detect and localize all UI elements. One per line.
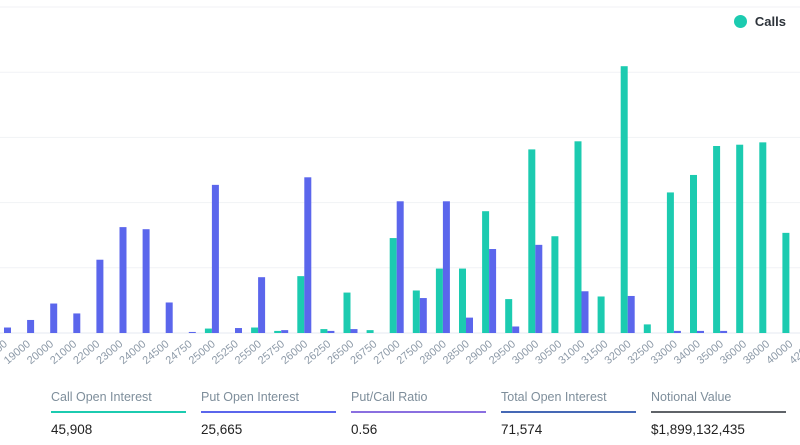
bar-puts-34000[interactable] xyxy=(697,330,704,333)
bar-calls-26000[interactable] xyxy=(297,276,305,333)
stat-underline xyxy=(651,411,786,413)
stat-underline xyxy=(501,411,636,413)
stat-put-open-interest: Put Open Interest 25,665 xyxy=(201,388,336,437)
stat-value: 71,574 xyxy=(501,422,543,437)
bar-puts-26500[interactable] xyxy=(350,329,358,333)
stat-value: 25,665 xyxy=(201,422,243,437)
bars xyxy=(4,66,790,333)
bar-calls-26750[interactable] xyxy=(366,330,374,333)
legend-label: Calls xyxy=(754,14,786,29)
bar-puts-27000[interactable] xyxy=(396,201,404,333)
bar-calls-31500[interactable] xyxy=(597,296,605,333)
bar-puts-23000[interactable] xyxy=(119,227,127,333)
stat-underline xyxy=(351,411,486,413)
bar-calls-34000[interactable] xyxy=(690,174,697,333)
bar-puts-24500[interactable] xyxy=(165,302,173,333)
stat-value: 45,908 xyxy=(51,422,93,437)
bar-puts-25000[interactable] xyxy=(211,184,219,333)
bar-calls-29000[interactable] xyxy=(482,211,490,333)
legend-calls[interactable]: Calls xyxy=(733,14,786,29)
bar-puts-28000[interactable] xyxy=(442,201,450,333)
bar-calls-26250[interactable] xyxy=(320,329,328,333)
bar-calls-38000[interactable] xyxy=(759,142,767,333)
stat-label: Total Open Interest xyxy=(501,390,607,404)
bar-calls-29500[interactable] xyxy=(505,299,513,333)
bar-puts-26000[interactable] xyxy=(304,177,312,333)
bar-puts-29500[interactable] xyxy=(512,326,520,333)
stat-total-open-interest: Total Open Interest 71,574 xyxy=(501,388,636,437)
bar-puts-24750[interactable] xyxy=(188,331,196,333)
stat-label: Put/Call Ratio xyxy=(351,390,428,404)
bar-calls-32000[interactable] xyxy=(620,66,628,333)
bar-calls-40000[interactable] xyxy=(782,232,790,333)
x-axis-ticks: 1800019000200002100022000230002400024500… xyxy=(0,338,800,367)
calls-legend-dot-icon xyxy=(733,15,747,28)
stat-value: $1,899,132,435 xyxy=(651,422,745,437)
bar-puts-29000[interactable] xyxy=(489,249,497,333)
stat-underline xyxy=(51,411,186,413)
bar-calls-25500[interactable] xyxy=(251,327,259,333)
bar-puts-28500[interactable] xyxy=(466,317,473,333)
stat-notional-value: Notional Value $1,899,132,435 xyxy=(651,388,786,437)
bar-calls-33000[interactable] xyxy=(666,192,674,333)
bar-puts-27500[interactable] xyxy=(419,298,427,333)
stat-call-open-interest: Call Open Interest 45,908 xyxy=(51,388,186,437)
bar-puts-22000[interactable] xyxy=(96,259,104,333)
bar-calls-32500[interactable] xyxy=(643,324,651,333)
bar-calls-25750[interactable] xyxy=(274,330,282,333)
bar-puts-26250[interactable] xyxy=(327,330,335,333)
bar-puts-32000[interactable] xyxy=(627,295,635,333)
bar-puts-33000[interactable] xyxy=(673,330,681,333)
bar-calls-35000[interactable] xyxy=(713,146,721,333)
bar-puts-24000[interactable] xyxy=(142,229,150,333)
bar-puts-19000[interactable] xyxy=(27,319,35,333)
bar-calls-27500[interactable] xyxy=(412,290,420,333)
bar-calls-27000[interactable] xyxy=(389,238,397,333)
bar-calls-28000[interactable] xyxy=(435,268,443,333)
stat-label: Call Open Interest xyxy=(51,390,152,404)
bar-puts-25750[interactable] xyxy=(281,330,289,333)
bar-calls-28500[interactable] xyxy=(459,268,466,333)
open-interest-bar-chart: 1800019000200002100022000230002400024500… xyxy=(0,6,800,367)
bar-calls-36000[interactable] xyxy=(736,144,744,333)
stat-value: 0.56 xyxy=(351,422,378,437)
stat-put-call-ratio: Put/Call Ratio 0.56 xyxy=(351,388,486,437)
bar-puts-25500[interactable] xyxy=(258,277,266,333)
bar-calls-30500[interactable] xyxy=(551,236,559,333)
bar-calls-31000[interactable] xyxy=(574,141,582,333)
bar-calls-26500[interactable] xyxy=(343,292,351,333)
bar-calls-30000[interactable] xyxy=(528,149,536,333)
bar-puts-20000[interactable] xyxy=(50,303,58,333)
stat-underline xyxy=(201,411,336,413)
stat-label: Notional Value xyxy=(651,390,732,404)
bar-puts-30000[interactable] xyxy=(535,244,543,333)
bar-puts-18000[interactable] xyxy=(4,327,11,333)
stat-label: Put Open Interest xyxy=(201,390,299,404)
bar-calls-25000[interactable] xyxy=(204,328,212,333)
bar-puts-21000[interactable] xyxy=(73,313,81,333)
bar-puts-25250[interactable] xyxy=(235,328,242,333)
stats-row: Call Open Interest 45,908 Put Open Inter… xyxy=(51,388,786,437)
bar-puts-31000[interactable] xyxy=(581,291,589,333)
bar-puts-35000[interactable] xyxy=(720,330,728,333)
